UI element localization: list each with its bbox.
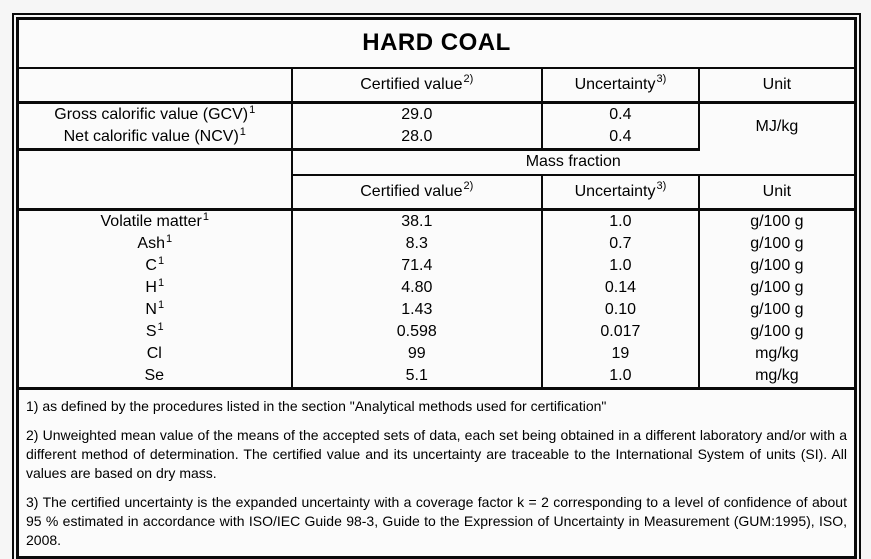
row-label: Cl [146, 345, 162, 362]
table-row: Ash1 8.3 0.7 g/100 g [18, 233, 856, 255]
gcv-certified-value: 29.0 [290, 102, 543, 126]
footnote-ref-1: 1 [157, 320, 164, 333]
mass-fraction-band-row: Mass fraction [17, 149, 856, 211]
footnote-ref-1: 1 [249, 103, 256, 116]
mass-fraction-header: Mass fraction [290, 149, 856, 176]
uncertainty-cell: 1.0 [541, 365, 699, 390]
footnote-ref-1: 1 [202, 210, 210, 223]
footnote-ref-2: 2) [463, 73, 474, 86]
certified-value-cell: 38.1 [290, 209, 543, 233]
table-row-ncv: Net calorific value (NCV)1 28.0 0.4 [17, 125, 856, 151]
title-row: HARD COAL [17, 18, 856, 69]
uncertainty-label: Uncertainty [574, 75, 656, 93]
ncv-certified-value: 28.0 [290, 126, 543, 151]
column-header-uncertainty: Uncertainty3) [541, 67, 699, 104]
empty-label-cell [17, 149, 292, 211]
table-row: H1 4.80 0.14 g/100 g [18, 277, 856, 299]
table-row: Se 5.1 1.0 mg/kg [17, 365, 856, 390]
uncertainty-cell: 0.017 [541, 321, 699, 343]
footnote-ref-1: 1 [157, 298, 165, 311]
footnote-ref-1: 1 [157, 254, 165, 267]
unit-cell: g/100 g [697, 277, 856, 299]
unit-cell: mg/kg [697, 343, 856, 365]
empty-header-cell [17, 67, 292, 104]
footnote-ref-1: 1 [157, 276, 165, 289]
row-label-ncv: Net calorific value (NCV)1 [17, 125, 292, 151]
certified-value-cell: 0.598 [290, 321, 543, 343]
footnote-3: 3) The certified uncertainty is the expa… [26, 494, 847, 548]
row-label: H1 [145, 276, 165, 296]
footnotes-row: 1) as defined by the procedures listed i… [18, 389, 856, 558]
row-label-gcv: Gross calorific value (GCV)1 [54, 103, 256, 123]
footnote-ref-1: 1 [239, 125, 246, 138]
footnotes-section: 1) as defined by the procedures listed i… [18, 389, 856, 558]
certified-value-cell: 8.3 [290, 233, 543, 255]
unit-cell: mg/kg [697, 365, 856, 390]
uncertainty-cell: 0.10 [541, 299, 699, 321]
header-row-2: Certified value2) Uncertainty3) Unit [18, 174, 856, 211]
table-row: S1 0.598 0.017 g/100 g [18, 321, 856, 343]
unit-cell: g/100 g [697, 209, 856, 233]
unit-cell: g/100 g [697, 299, 856, 321]
column-header-certified-value-2: Certified value2) [290, 174, 543, 211]
uncertainty-cell: 0.14 [541, 277, 699, 299]
certificate-table: HARD COAL Certified value2) Uncertainty3… [16, 17, 857, 559]
uncertainty-cell: 1.0 [541, 209, 699, 233]
footnote-ref-3: 3) [656, 180, 667, 193]
column-header-certified-value: Certified value2) [290, 67, 543, 104]
calorific-unit: MJ/kg [697, 102, 856, 150]
unit-cell: g/100 g [697, 255, 856, 277]
certified-value-cell: 5.1 [290, 365, 543, 390]
certified-value-cell: 71.4 [290, 255, 543, 277]
footnote-2: 2) Unweighted mean value of the means of… [26, 427, 847, 481]
unit-cell: g/100 g [697, 233, 856, 255]
uncertainty-cell: 19 [541, 343, 699, 365]
row-label: Se [17, 365, 292, 390]
footnote-ref-3: 3) [656, 73, 667, 86]
footnote-1: 1) as defined by the procedures listed i… [26, 398, 607, 414]
table-row: Volatile matter1 38.1 1.0 g/100 g [18, 209, 856, 233]
table-row-gcv: Gross calorific value (GCV)1 29.0 0.4 MJ… [18, 102, 856, 150]
row-label: Volatile matter1 [100, 210, 210, 230]
uncertainty-cell: 0.7 [541, 233, 699, 255]
table-row: C1 71.4 1.0 g/100 g [18, 255, 856, 277]
page-title: HARD COAL [17, 18, 856, 69]
row-label: N1 [145, 298, 165, 318]
gcv-uncertainty: 0.4 [541, 102, 699, 126]
certificate-frame: HARD COAL Certified value2) Uncertainty3… [12, 13, 861, 559]
certified-value-label: Certified value [360, 75, 463, 93]
table-row: N1 1.43 0.10 g/100 g [18, 299, 856, 321]
row-label: Ash1 [137, 232, 173, 252]
header-row-1: Certified value2) Uncertainty3) Unit [17, 67, 856, 104]
table-row: Cl 99 19 mg/kg [18, 343, 856, 365]
footnote-ref-2: 2) [463, 180, 474, 193]
row-label: C1 [145, 254, 165, 274]
footnote-ref-1: 1 [165, 232, 173, 245]
unit-cell: g/100 g [697, 321, 856, 343]
certified-value-cell: 4.80 [290, 277, 543, 299]
certified-value-cell: 1.43 [290, 299, 543, 321]
column-header-unit: Unit [697, 67, 856, 104]
column-header-uncertainty-2: Uncertainty3) [541, 174, 699, 211]
row-label: S1 [145, 320, 164, 340]
ncv-uncertainty: 0.4 [541, 126, 699, 151]
column-header-unit-2: Unit [697, 174, 856, 211]
uncertainty-cell: 1.0 [541, 255, 699, 277]
certified-value-cell: 99 [290, 343, 543, 365]
